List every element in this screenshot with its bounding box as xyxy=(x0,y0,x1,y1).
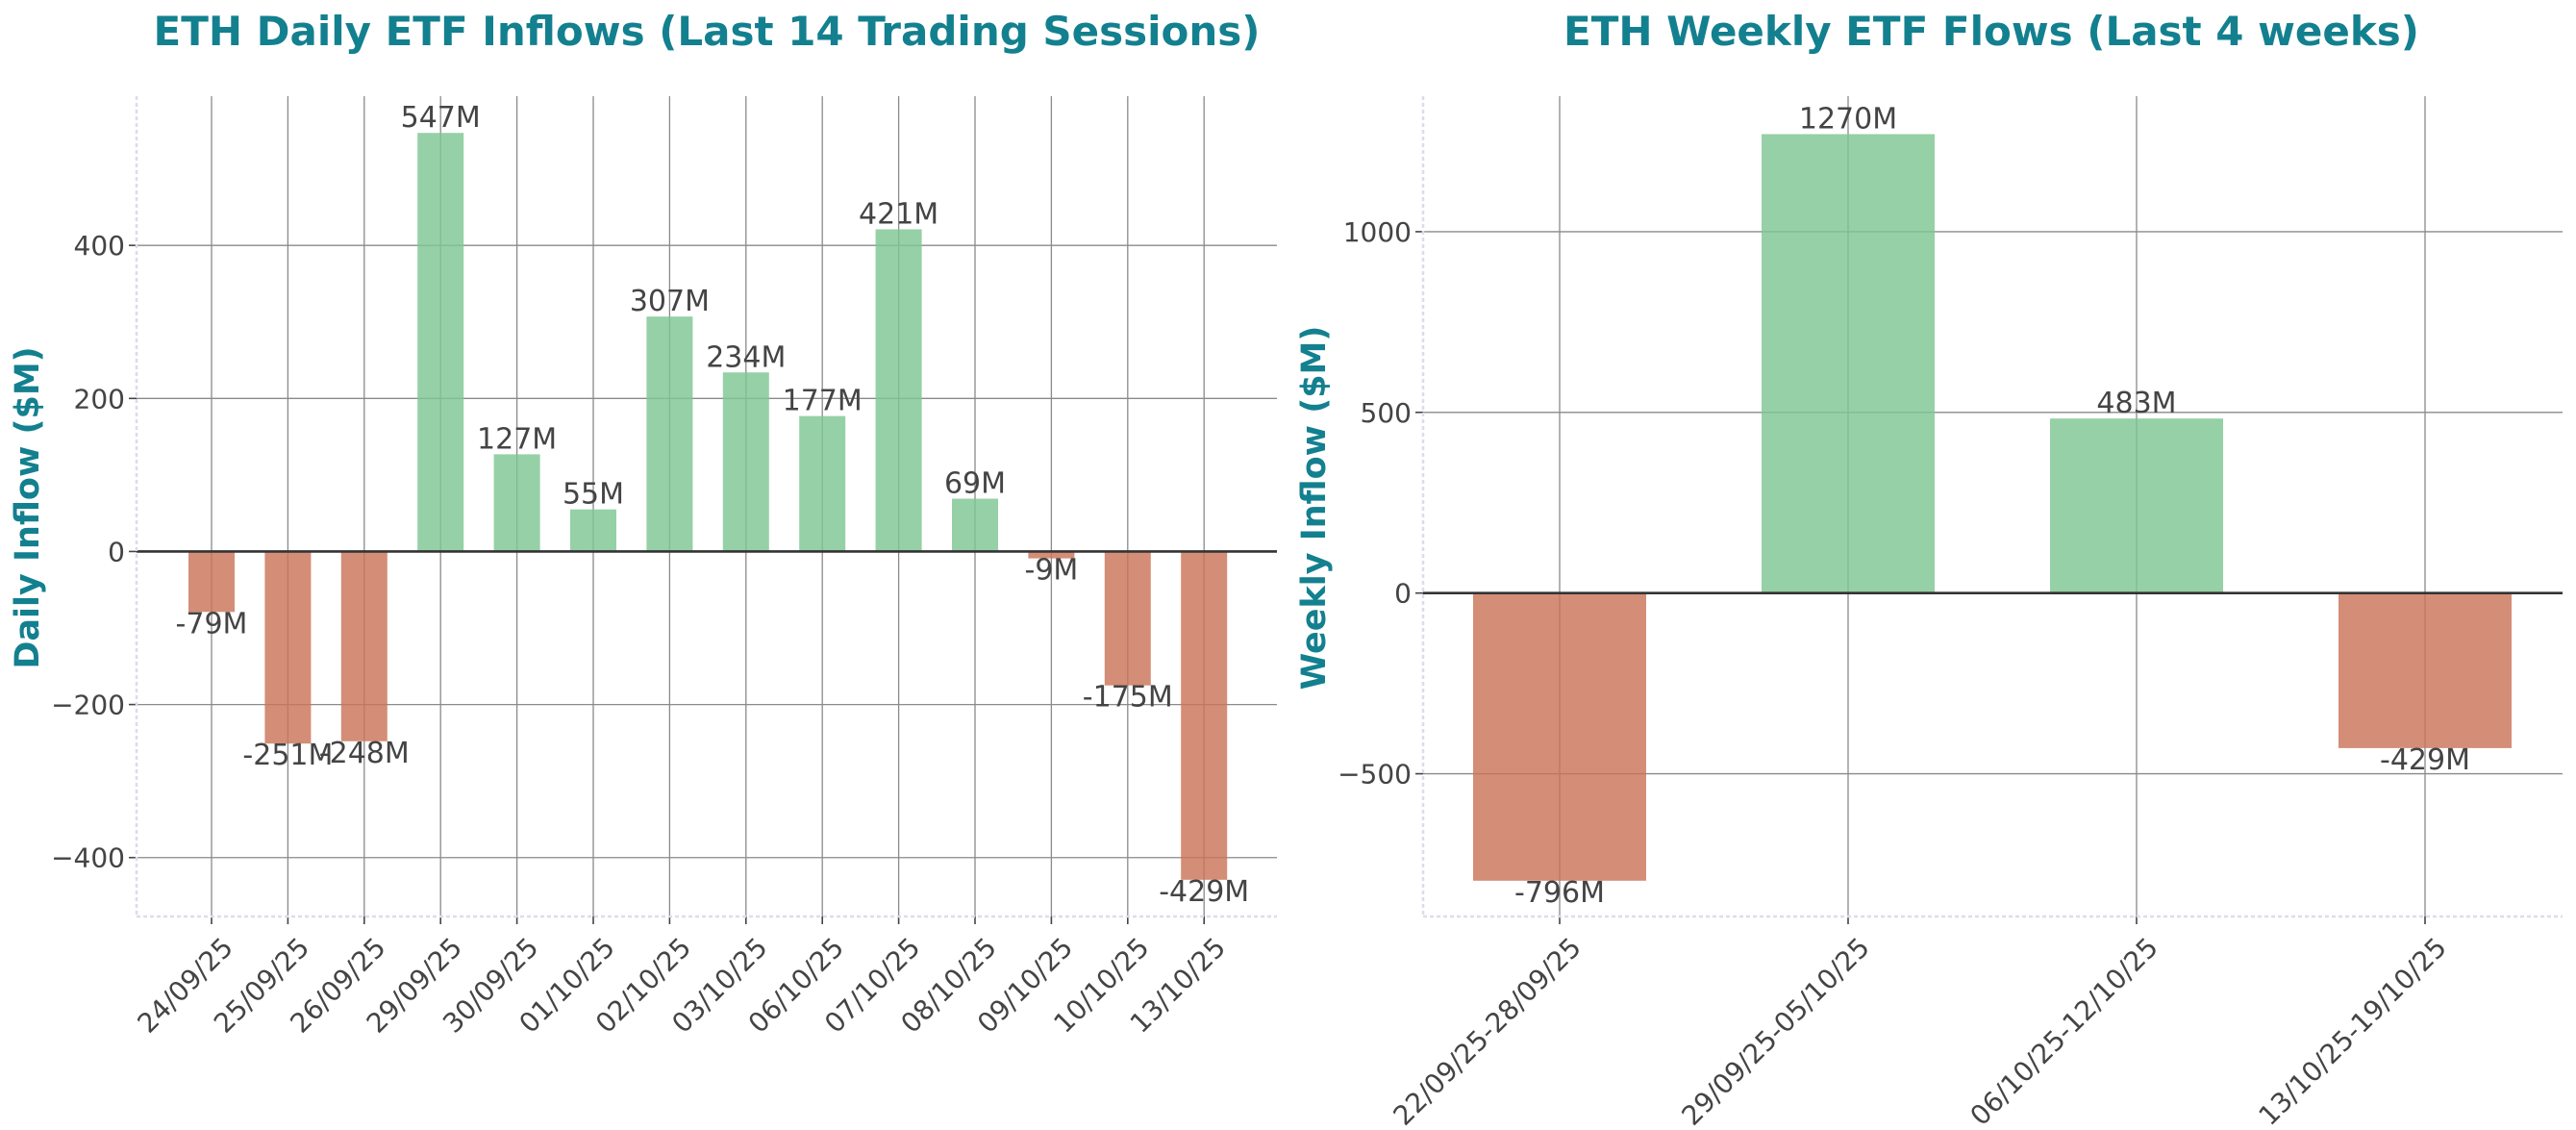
y-tick-label: 0 xyxy=(1394,578,1412,610)
y-tick-label: 200 xyxy=(74,383,125,414)
y-axis-ticks: −400 −200 0 200 400 xyxy=(51,230,137,874)
axis-spines xyxy=(135,96,1277,918)
y-axis-ticks: −500 0 500 1000 xyxy=(1338,216,1423,791)
y-tick-label: −400 xyxy=(51,842,125,874)
inflow-bar xyxy=(493,454,540,552)
bar-value-label: 1270M xyxy=(1799,102,1897,136)
bar-value-label: -429M xyxy=(2380,743,2470,777)
bar-value-label: -79M xyxy=(176,607,248,640)
outflow-bar xyxy=(1473,592,1646,881)
y-axis-label: Daily Inflow ($M) xyxy=(9,346,47,668)
y-tick-label: 0 xyxy=(108,536,125,567)
inflow-bar xyxy=(875,229,922,552)
gridlines xyxy=(137,96,1277,917)
x-axis-ticks: 24/09/2525/09/2526/09/2529/09/2530/09/25… xyxy=(132,917,1232,1040)
x-axis-ticks: 22/09/25-28/09/25 29/09/25-05/10/25 06/10/… xyxy=(1387,917,2453,1130)
bar-value-label: 307M xyxy=(630,285,710,318)
bar-value-label: -429M xyxy=(1159,875,1249,909)
bar-value-label: 547M xyxy=(401,101,481,135)
bar-value-label: 127M xyxy=(477,422,557,456)
outflow-bar xyxy=(1181,551,1228,880)
bar-value-label: 421M xyxy=(859,197,938,231)
chart-title: ETH Weekly ETF Flows (Last 4 weeks) xyxy=(1563,8,2419,55)
weekly-flows-chart: ETH Weekly ETF Flows (Last 4 weeks) Week… xyxy=(1295,8,2563,1130)
bar-value-label: -251M xyxy=(242,739,333,772)
y-tick-label: 1000 xyxy=(1343,216,1412,248)
bar-labels: -796M 1270M 483M -429M xyxy=(1514,102,2470,909)
inflow-bar xyxy=(417,133,464,552)
bar-value-label: 69M xyxy=(944,467,1006,501)
outflow-bar xyxy=(188,551,235,613)
inflow-bar xyxy=(646,316,693,552)
y-axis-label: Weekly Inflow ($M) xyxy=(1295,326,1334,691)
bar-value-label: 177M xyxy=(783,385,863,418)
x-tick-label: 06/10/25-12/10/25 xyxy=(1963,931,2163,1130)
outflow-bar xyxy=(264,551,312,744)
bar-value-label: -9M xyxy=(1025,554,1079,588)
bar-value-label: -796M xyxy=(1514,876,1605,910)
bar-value-label: -175M xyxy=(1083,681,1173,715)
outflow-bar xyxy=(1104,551,1151,686)
bar-value-label: 55M xyxy=(563,478,624,512)
inflow-bar xyxy=(799,415,846,552)
bars xyxy=(1473,134,2512,881)
outflow-bar xyxy=(1028,551,1075,559)
inflow-bar xyxy=(952,498,998,552)
bar-value-label: 234M xyxy=(706,340,786,374)
inflow-bar xyxy=(1762,134,1935,593)
inflow-bar xyxy=(2050,418,2223,593)
bar-value-label: -248M xyxy=(319,737,410,770)
y-tick-label: −200 xyxy=(51,690,125,721)
x-tick-label: 22/09/25-28/09/25 xyxy=(1387,931,1587,1130)
y-tick-label: −500 xyxy=(1338,759,1412,791)
daily-inflows-chart: ETH Daily ETF Inflows (Last 14 Trading S… xyxy=(9,8,1277,1040)
axis-spines xyxy=(1421,96,2563,918)
bars xyxy=(188,133,1228,880)
y-tick-label: 500 xyxy=(1361,397,1412,429)
x-tick-label: 29/09/25-05/10/25 xyxy=(1675,931,1875,1130)
bar-value-label: 483M xyxy=(2096,387,2176,420)
inflow-bar xyxy=(722,372,769,552)
x-tick-label: 13/10/25-19/10/25 xyxy=(2252,931,2452,1130)
y-tick-label: 400 xyxy=(74,230,125,262)
outflow-bar xyxy=(340,551,388,741)
chart-title: ETH Daily ETF Inflows (Last 14 Trading S… xyxy=(154,8,1261,55)
outflow-bar xyxy=(2338,592,2512,748)
inflow-bar xyxy=(570,509,616,552)
